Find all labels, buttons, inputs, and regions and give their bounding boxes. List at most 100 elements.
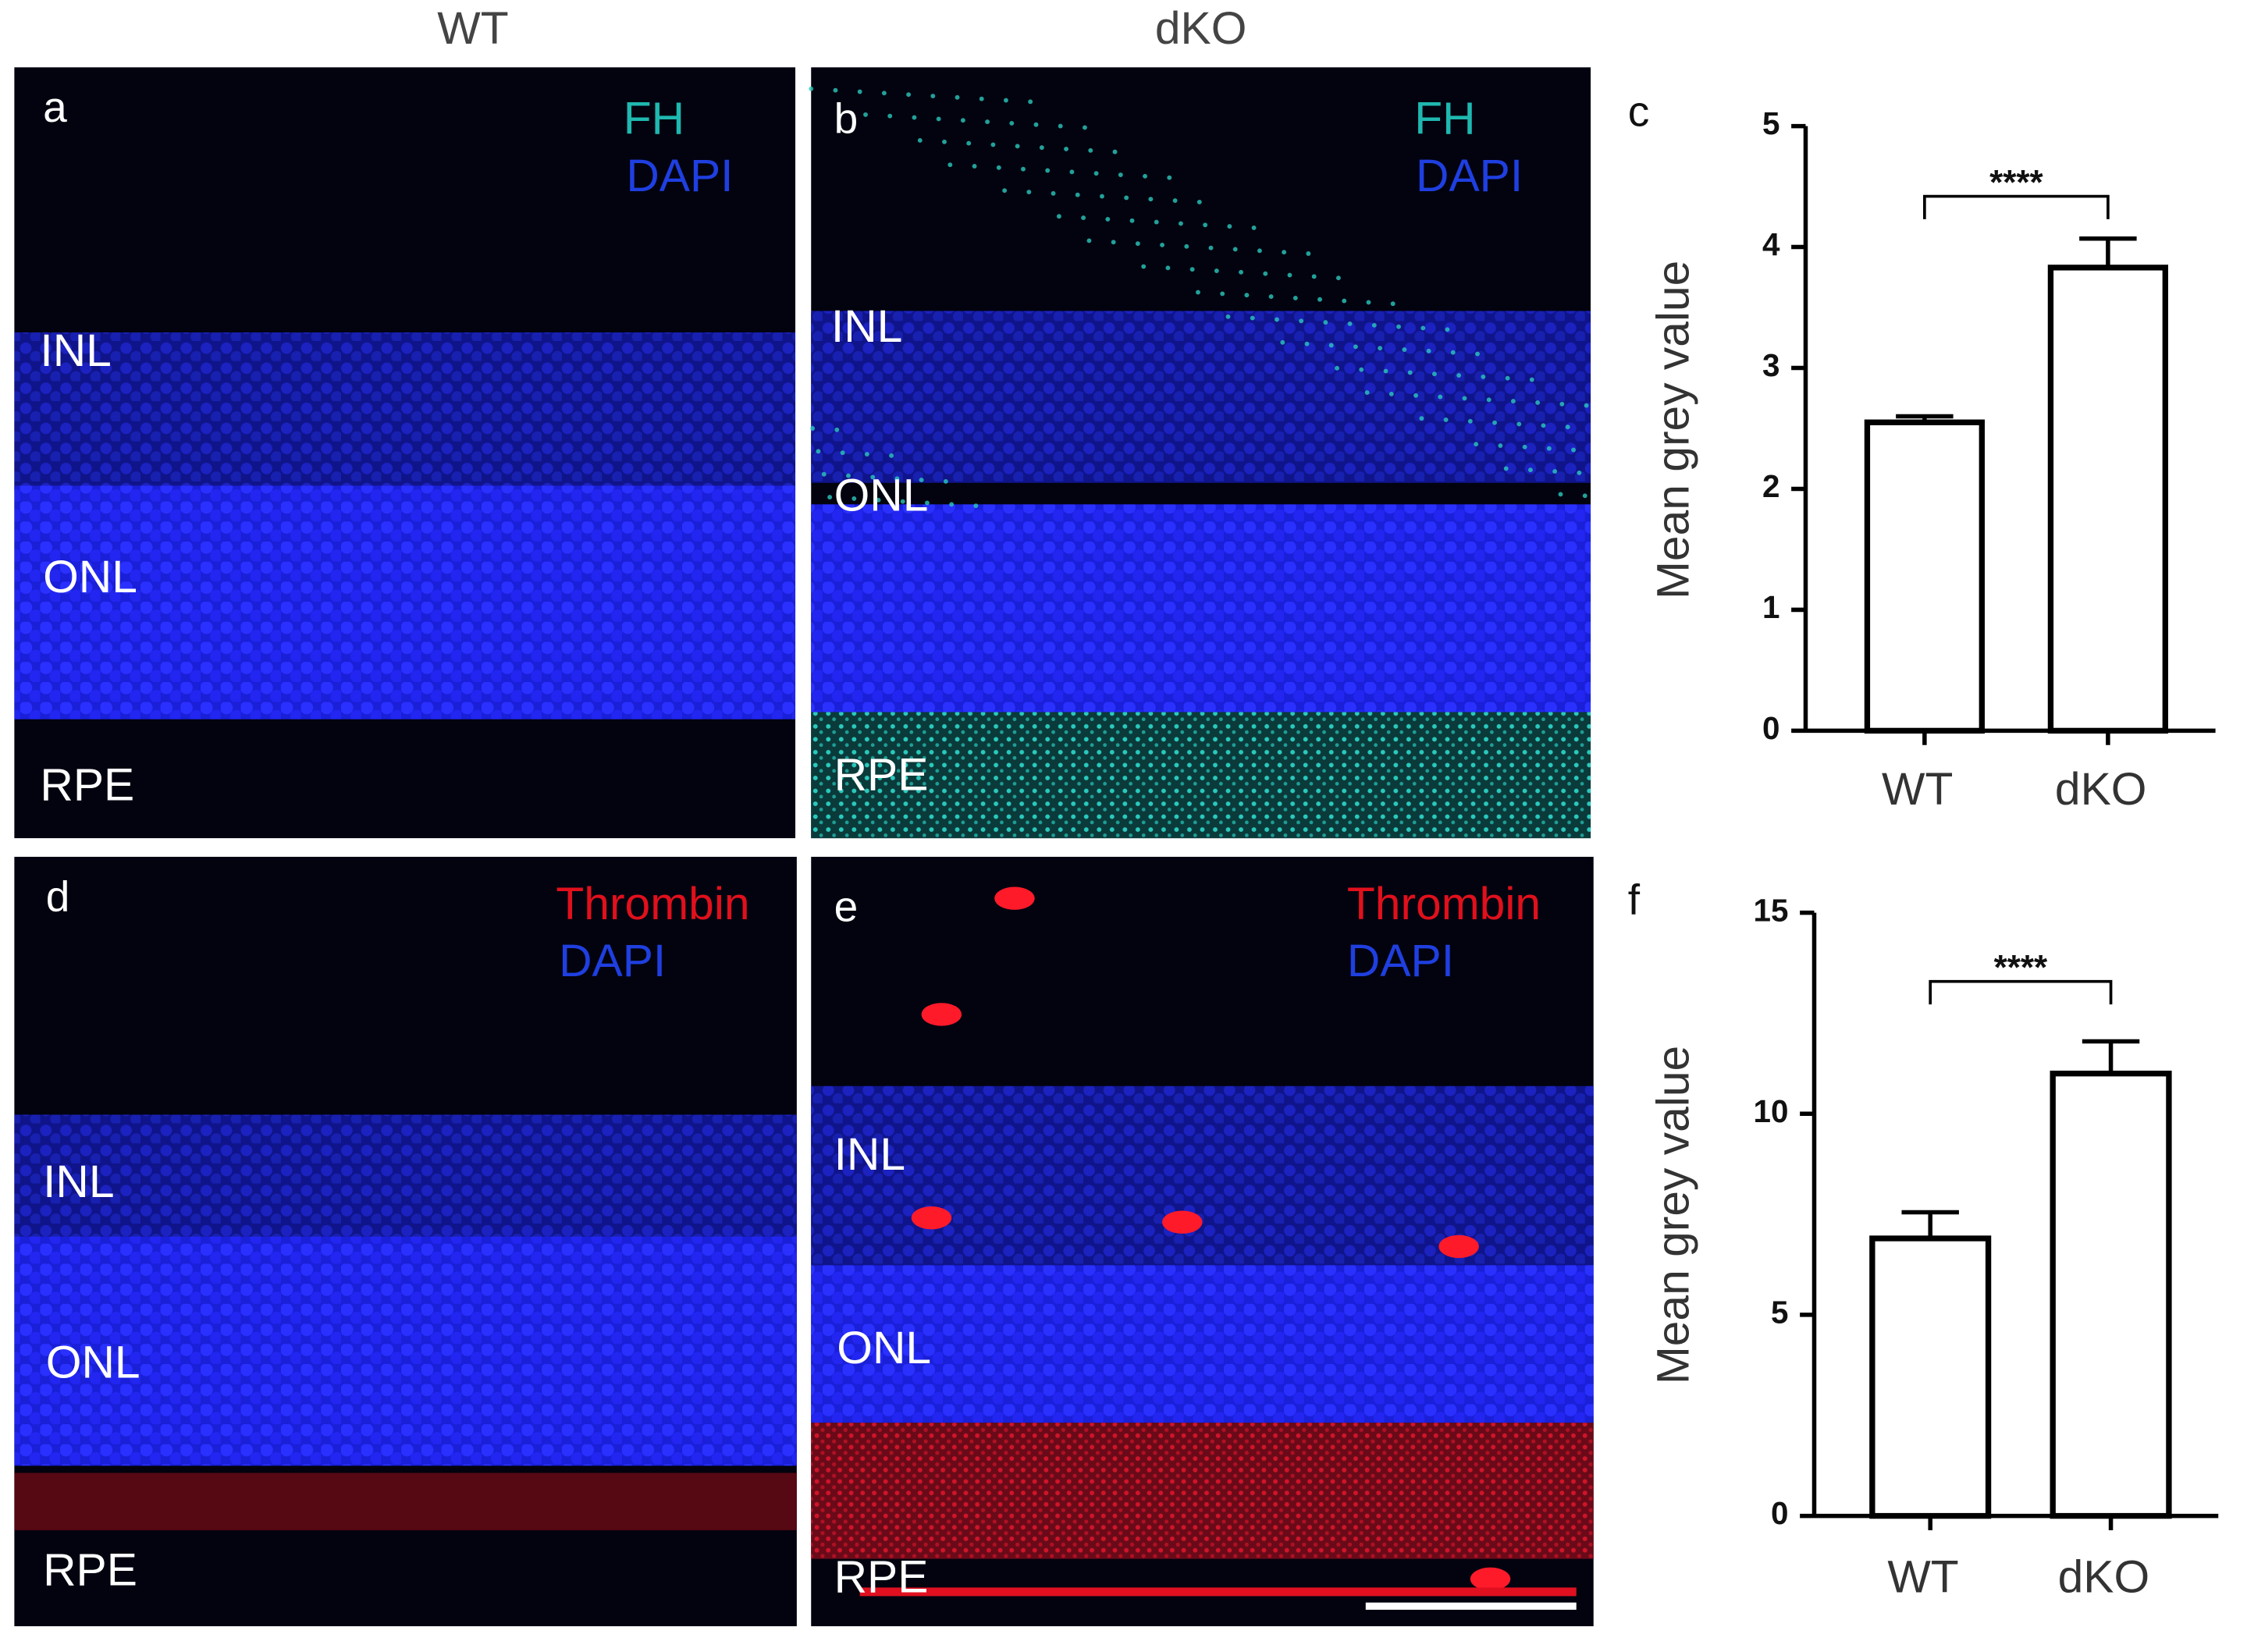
speck (1167, 175, 1172, 180)
stain-label: DAPI (1416, 151, 1523, 201)
speck (876, 497, 881, 503)
speck (1407, 370, 1413, 375)
speck (1280, 339, 1285, 345)
speck (966, 140, 972, 146)
speck (1051, 190, 1056, 196)
tissue-layer (811, 1265, 1594, 1423)
speck (979, 96, 984, 101)
tissue-layer (811, 504, 1591, 712)
speck (1456, 373, 1462, 378)
speck (1378, 346, 1383, 351)
y-tick-label: 4 (1762, 226, 1780, 262)
bar (2050, 1071, 2172, 1519)
tissue-layer (14, 332, 796, 490)
speck (1431, 371, 1437, 377)
speck (919, 478, 924, 483)
stain-label: Thrombin (1347, 879, 1541, 929)
y-tick-label: 0 (1771, 1495, 1788, 1531)
layer-label: RPE (834, 1552, 929, 1603)
speck (1364, 390, 1370, 396)
speck (996, 165, 1001, 170)
speck (1486, 397, 1491, 403)
speck (1004, 98, 1008, 103)
bar (1869, 1235, 1992, 1519)
speck (1214, 268, 1219, 273)
speck (809, 86, 814, 91)
panel-letter: b (834, 94, 859, 143)
speck (1571, 447, 1576, 453)
speck (1342, 298, 1347, 304)
speck (1577, 470, 1582, 475)
speck (1111, 240, 1116, 245)
speck (1419, 416, 1424, 421)
speck (1528, 467, 1533, 473)
speck (1268, 294, 1274, 300)
y-tick-label: 0 (1762, 710, 1779, 746)
micrograph: d Thrombin DAPI INL ONL RPE (14, 856, 797, 1626)
speck (1135, 241, 1140, 247)
y-tick-label: 10 (1754, 1093, 1789, 1129)
speck (1165, 265, 1171, 271)
speck (846, 473, 851, 478)
speck (1292, 295, 1298, 300)
micrograph: b FH DAPI INL ONL RPE (809, 67, 1591, 839)
speck (1335, 365, 1340, 371)
speck (1203, 222, 1208, 228)
speck (852, 496, 857, 501)
tissue-layer (14, 1473, 797, 1530)
speck (1366, 300, 1371, 305)
speck (1081, 215, 1086, 221)
speck (1475, 351, 1480, 357)
speck (906, 92, 912, 98)
speck (1196, 199, 1202, 204)
speck (1069, 169, 1075, 175)
speck (1093, 171, 1099, 176)
speck (925, 500, 930, 506)
panel-letter: c (1628, 87, 1650, 135)
speck (1481, 374, 1486, 379)
speck (936, 116, 941, 122)
speck (1045, 168, 1051, 173)
speck (917, 137, 923, 143)
speck (1552, 469, 1558, 474)
speck (1124, 195, 1129, 201)
y-tick-label: 1 (1762, 589, 1779, 625)
speck (1335, 275, 1341, 281)
layer-label: ONL (46, 1337, 140, 1387)
speck (1275, 317, 1279, 322)
speck (1438, 394, 1443, 400)
speck (1129, 218, 1135, 223)
speck (990, 142, 996, 147)
stain-line (859, 1587, 1577, 1597)
speck (1250, 315, 1255, 321)
speck (1317, 297, 1322, 302)
y-tick-label: 5 (1771, 1295, 1788, 1330)
speck (1558, 492, 1563, 497)
speck (1503, 466, 1509, 471)
speck (1154, 219, 1159, 225)
tissue-layer (14, 1236, 797, 1466)
layer-label: INL (834, 1129, 905, 1180)
layer-label: RPE (43, 1545, 137, 1596)
speck (1413, 393, 1418, 398)
x-tick-label: dKO (2058, 1552, 2150, 1603)
speck (1529, 377, 1534, 382)
speck (1522, 444, 1527, 449)
stain-label: DAPI (626, 151, 733, 201)
speck (1225, 314, 1231, 319)
speck (1189, 267, 1195, 272)
panel-letter: f (1628, 875, 1641, 923)
significance-label: **** (1994, 949, 2048, 987)
layer-label: INL (43, 1156, 114, 1207)
speck (955, 94, 960, 100)
speck (1584, 403, 1589, 408)
stain-blob (1438, 1235, 1479, 1259)
speck (864, 452, 869, 457)
speck (912, 115, 917, 120)
speck (1396, 324, 1401, 329)
layer-label: INL (831, 301, 902, 352)
tissue-layer (811, 311, 1591, 483)
speck (821, 471, 827, 477)
bar (1864, 419, 1985, 734)
speck (1143, 173, 1147, 179)
